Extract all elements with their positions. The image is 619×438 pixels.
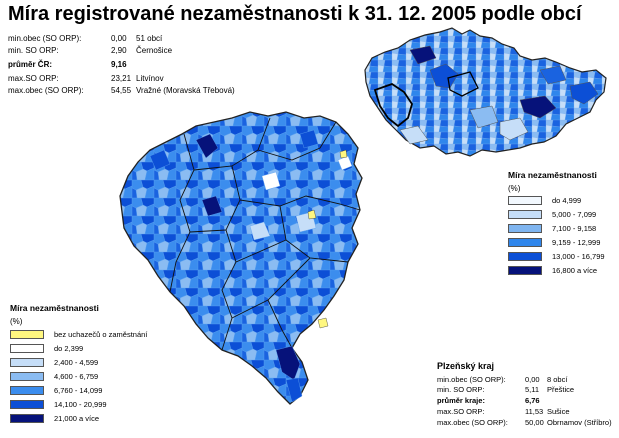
stat-label: max.SO ORP: (8, 74, 59, 83)
orp-boundary (267, 299, 293, 349)
orp-boundary (235, 239, 287, 263)
municipality-high (149, 149, 171, 171)
legend-swatch (508, 196, 542, 205)
orp-boundary (257, 121, 337, 161)
municipality-no-jobseekers (307, 209, 317, 220)
municipality-very-high (275, 345, 301, 381)
stat-note: Litvínov (136, 74, 164, 83)
legend-swatch (508, 252, 542, 261)
stat-label: min.obec (SO ORP): (8, 34, 82, 43)
stat-note: 8 obcí (547, 375, 568, 384)
stat-label: průměr ČR: (8, 60, 53, 69)
legend-label: 9,159 - 12,999 (552, 238, 601, 247)
legend-title: Míra nezaměstnanosti (10, 303, 99, 313)
municipality-low (249, 221, 271, 241)
czech-republic-map (364, 27, 607, 157)
orp-boundary (239, 195, 361, 211)
stat-note: 51 obcí (136, 34, 163, 43)
legend-label: 13,000 - 16,799 (552, 252, 605, 261)
legend-swatch (10, 330, 44, 339)
map-title: Míra registrované nezaměstnanosti k 31. … (8, 3, 582, 25)
orp-boundary (279, 205, 349, 263)
stat-value: 50,00 (525, 418, 544, 427)
legend-swatch (508, 210, 542, 219)
municipality-high (285, 377, 303, 403)
stat-note: Přeštice (547, 385, 575, 394)
cr-district (569, 81, 599, 105)
prague-outline (447, 71, 479, 97)
cr-district (429, 63, 459, 89)
stat-value: 0,00 (111, 34, 127, 43)
stat-label: průměr kraje: (437, 396, 485, 405)
orp-boundary (169, 133, 195, 293)
cr-district (519, 95, 557, 119)
plzen-region-outline (119, 111, 363, 405)
legend-swatch (10, 344, 44, 353)
czech-republic-outline (364, 27, 607, 157)
legend-label: 6,760 - 14,099 (54, 386, 103, 395)
municipality-no-jobseekers (339, 149, 348, 159)
legend-unit: (%) (10, 317, 23, 326)
region-stats: Plzeňský kraj min.obec (SO ORP): 0,00 8 … (437, 361, 617, 436)
cr-district (399, 125, 429, 145)
legend-swatch (10, 386, 44, 395)
municipality-very-high (195, 133, 219, 159)
stat-label: min.obec (SO ORP): (437, 375, 506, 384)
municipality-very-high (201, 195, 223, 217)
stat-note: Černošice (136, 46, 173, 55)
stat-value: 6,76 (525, 396, 540, 405)
legend-label: 14,100 - 20,999 (54, 400, 107, 409)
cr-district (539, 65, 567, 85)
legend-label: 4,600 - 6,759 (54, 372, 99, 381)
stat-value: 54,55 (111, 86, 132, 95)
legend-swatch (10, 358, 44, 367)
stat-value: 5,11 (525, 385, 540, 394)
stat-label: max.obec (SO ORP): (8, 86, 84, 95)
legend-label: do 2,399 (54, 344, 84, 353)
region-legend: Míra nezaměstnanosti (%) bez uchazečů o … (10, 303, 160, 433)
legend-swatch (10, 372, 44, 381)
stat-label: max.obec (SO ORP): (437, 418, 508, 427)
stat-value: 11,53 (525, 407, 544, 416)
stat-label: max.SO ORP: (437, 407, 485, 416)
legend-label: 2,400 - 4,599 (54, 358, 99, 367)
plzen-region-highlight (373, 83, 413, 128)
stat-label: min. SO ORP: (437, 385, 485, 394)
legend-label: 5,000 - 7,099 (552, 210, 597, 219)
cr-district (469, 105, 499, 129)
cr-district (409, 45, 437, 65)
stat-label: min. SO ORP: (8, 46, 59, 55)
cr-legend: Míra nezaměstnanosti (%) do 4,999 5,000 … (508, 170, 618, 280)
stat-value: 9,16 (111, 60, 127, 69)
legend-label: 16,800 a více (552, 266, 598, 275)
region-title: Plzeňský kraj (437, 361, 495, 371)
legend-swatch (10, 414, 44, 423)
legend-swatch (508, 266, 542, 275)
stat-value: 2,90 (111, 46, 127, 55)
legend-label: bez uchazečů o zaměstnání (54, 330, 148, 339)
stat-note: Obrnamov (Stříbro) (547, 418, 612, 427)
legend-label: 21,000 a více (54, 414, 100, 423)
legend-swatch (508, 238, 542, 247)
legend-label: 7,100 - 9,158 (552, 224, 597, 233)
stat-note: Vražné (Moravská Třebová) (136, 86, 235, 95)
municipality-no-jobseekers (317, 317, 329, 329)
municipality-high (299, 129, 319, 149)
orp-boundary (193, 117, 271, 171)
legend-label: do 4,999 (552, 196, 582, 205)
stat-value: 23,21 (111, 74, 132, 83)
orp-boundary (189, 229, 227, 233)
stat-note: Sušice (547, 407, 570, 416)
legend-swatch (10, 400, 44, 409)
legend-unit: (%) (508, 184, 521, 193)
stat-value: 0,00 (525, 375, 540, 384)
plzen-region-map (119, 111, 363, 405)
legend-title: Míra nezaměstnanosti (508, 170, 597, 180)
cr-district (499, 117, 529, 141)
municipality-very-low (261, 171, 281, 191)
legend-swatch (508, 224, 542, 233)
